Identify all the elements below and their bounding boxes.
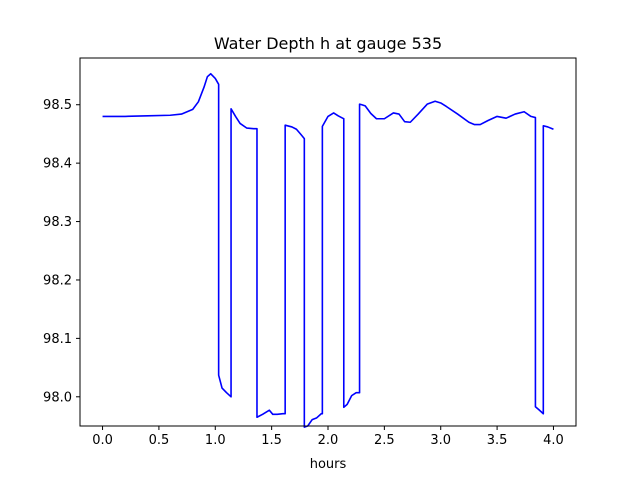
y-tick-label: 98.1 [43, 332, 72, 347]
x-tick-label: 1.0 [205, 433, 226, 448]
x-tick-label: 3.5 [487, 433, 508, 448]
x-tick-label: 1.5 [261, 433, 282, 448]
x-tick-label: 0.0 [92, 433, 113, 448]
x-tick-label: 4.0 [543, 433, 564, 448]
y-tick-label: 98.3 [43, 215, 72, 230]
y-tick-label: 98.4 [43, 157, 72, 172]
y-tick-label: 98.0 [43, 390, 72, 405]
x-tick-label: 0.5 [149, 433, 170, 448]
plot-area [102, 72, 554, 428]
x-axis-label: hours [310, 457, 347, 472]
x-tick-label: 2.5 [374, 433, 395, 448]
x-tick-label: 3.0 [430, 433, 451, 448]
chart-title: Water Depth h at gauge 535 [214, 34, 442, 53]
y-axis: 98.0 98.1 98.2 98.3 98.4 98.5 [43, 98, 80, 405]
plot-frame [79, 57, 577, 427]
series-line-0 [102, 72, 554, 428]
y-tick-label: 98.5 [43, 98, 72, 113]
x-tick-label: 2.0 [318, 433, 339, 448]
y-tick-label: 98.2 [43, 273, 72, 288]
x-axis: 0.0 0.5 1.0 1.5 2.0 2.5 3.0 3.5 4.0 [92, 426, 564, 448]
